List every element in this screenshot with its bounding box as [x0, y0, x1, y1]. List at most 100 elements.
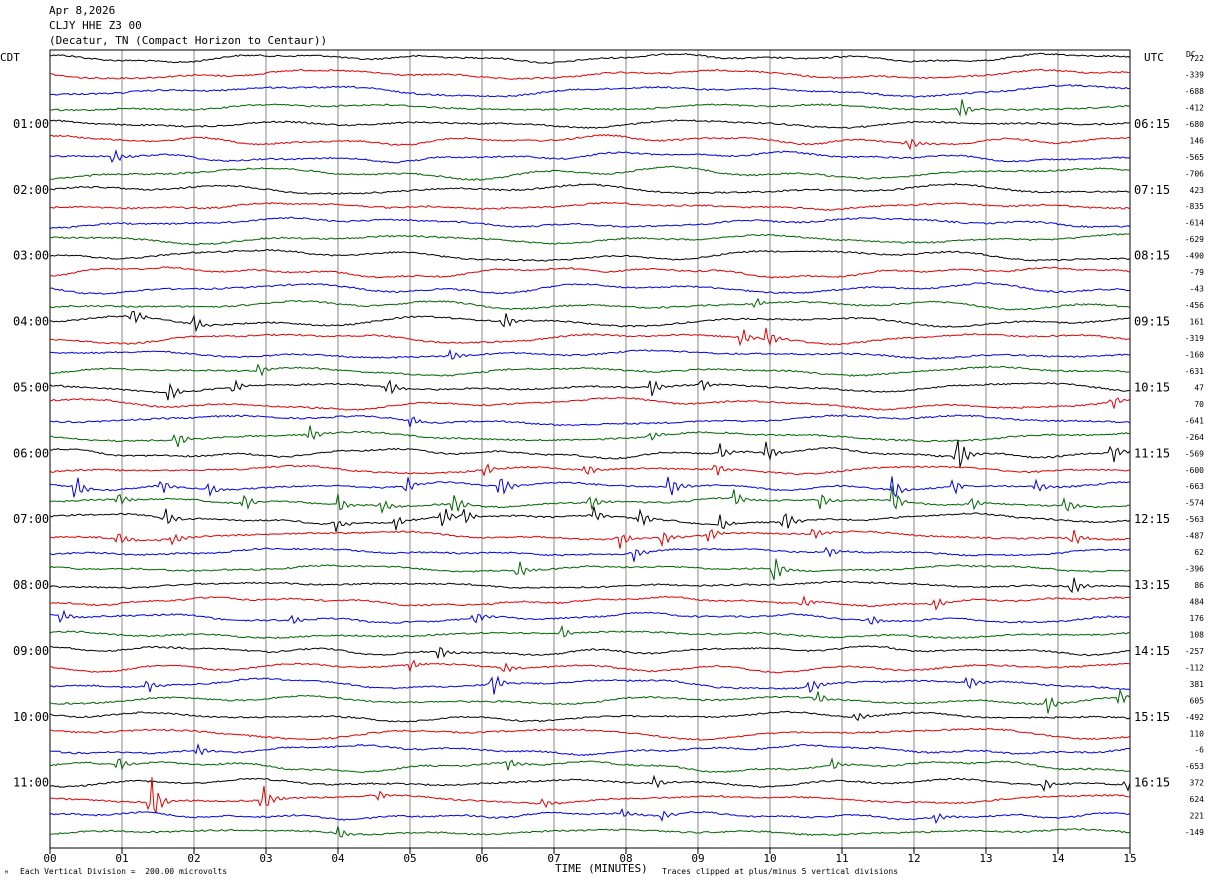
cdt-time-label: 05:00	[13, 380, 49, 394]
seismic-trace	[49, 506, 1131, 532]
x-tick-label: 01	[115, 852, 128, 865]
dc-offset-value: -149	[1185, 828, 1204, 837]
seismic-trace	[49, 710, 1131, 723]
dc-offset-value: 624	[1190, 795, 1205, 804]
dc-offset-value: -663	[1185, 482, 1204, 491]
x-tick-label: 12	[907, 852, 920, 865]
y-axis-right-label: UTC	[1144, 51, 1164, 64]
x-tick-label: 09	[691, 852, 704, 865]
seismic-trace	[49, 743, 1130, 756]
cdt-time-label: 01:00	[13, 117, 49, 131]
dc-offset-value: 221	[1190, 812, 1205, 821]
plot-frame	[49, 49, 1131, 849]
seismic-trace	[49, 327, 1131, 347]
dc-offset-value: 108	[1190, 630, 1205, 639]
dc-offset-value: 176	[1190, 614, 1205, 623]
dc-header-label: DC	[1186, 50, 1196, 59]
station-location: (Decatur, TN (Compact Horizon to Centaur…	[49, 34, 328, 47]
dc-offset-value: -565	[1185, 153, 1204, 162]
x-tick-label: 02	[187, 852, 200, 865]
seismic-trace	[49, 133, 1131, 151]
seismic-trace	[49, 266, 1131, 279]
dc-offset-value: -456	[1185, 301, 1204, 310]
seismic-trace	[49, 201, 1131, 211]
seismic-trace	[49, 216, 1131, 230]
seismic-trace	[49, 165, 1131, 181]
utc-time-label: 11:15	[1134, 446, 1170, 460]
dc-offset-value: -487	[1185, 532, 1204, 541]
seismic-trace	[49, 645, 1131, 659]
seismic-trace	[49, 148, 1131, 164]
dc-offset-value: -112	[1185, 663, 1204, 672]
seismic-trace	[49, 558, 1131, 581]
seismic-trace	[49, 310, 1131, 333]
dc-offset-value: -563	[1185, 515, 1204, 524]
seismic-trace	[49, 774, 1131, 793]
seismic-trace	[49, 528, 1131, 549]
seismic-trace	[49, 396, 1131, 411]
dc-offset-value: -412	[1185, 103, 1204, 112]
dc-offset-value: 62	[1194, 548, 1204, 557]
x-tick-label: 07	[547, 852, 560, 865]
dc-offset-value: 86	[1194, 581, 1204, 590]
dc-offset-value: -688	[1185, 87, 1204, 96]
x-tick-label: 15	[1123, 852, 1136, 865]
dc-offset-value: -6	[1194, 746, 1204, 755]
x-tick-label: 14	[1051, 852, 1065, 865]
dc-offset-value: -653	[1185, 762, 1204, 771]
seismic-trace	[49, 624, 1131, 640]
seismic-trace	[49, 52, 1131, 64]
x-tick-label: 05	[403, 852, 416, 865]
chart-date: Apr 8,2026	[49, 4, 116, 17]
seismic-trace	[49, 675, 1131, 695]
seismic-trace	[49, 248, 1131, 262]
utc-time-label: 12:15	[1134, 512, 1170, 526]
seismic-trace	[49, 182, 1130, 195]
dc-offset-value: -339	[1185, 70, 1204, 79]
seismic-trace	[49, 609, 1131, 625]
utc-time-label: 13:15	[1134, 578, 1170, 592]
seismic-trace	[49, 777, 1131, 815]
dc-offset-value: 423	[1190, 186, 1205, 195]
dc-offset-value: -629	[1185, 235, 1204, 244]
cdt-time-label: 04:00	[13, 315, 49, 329]
utc-time-label: 15:15	[1134, 710, 1170, 724]
utc-time-label: 08:15	[1134, 249, 1170, 263]
dc-offset-value: 372	[1190, 779, 1205, 788]
seismic-trace	[49, 363, 1131, 377]
seismic-trace	[49, 297, 1131, 311]
seismic-trace	[49, 348, 1131, 360]
dc-offset-value: -490	[1185, 252, 1204, 261]
seismic-trace	[49, 440, 1131, 468]
x-tick-label: 08	[619, 852, 632, 865]
seismic-trace	[49, 68, 1131, 80]
seismic-trace	[49, 425, 1131, 448]
seismic-trace	[49, 84, 1131, 98]
seismic-trace	[49, 414, 1131, 428]
dc-offset-value: 381	[1190, 680, 1205, 689]
seismic-trace	[49, 485, 1131, 515]
dc-offset-value: -641	[1185, 416, 1204, 425]
cdt-time-label: 03:00	[13, 249, 49, 263]
seismic-trace	[49, 546, 1131, 562]
x-tick-label: 10	[763, 852, 776, 865]
x-tick-label: 13	[979, 852, 992, 865]
dc-offset-value: -319	[1185, 334, 1204, 343]
y-axis-left-label: CDT	[0, 51, 20, 64]
seismic-trace	[49, 688, 1131, 714]
dc-offset-value: -600	[1185, 466, 1204, 475]
dc-offset-value: 146	[1190, 136, 1205, 145]
x-tick-label: 00	[43, 852, 56, 865]
dc-offset-value: 110	[1190, 729, 1205, 738]
seismic-trace	[49, 577, 1131, 594]
seismic-trace	[49, 281, 1131, 295]
utc-time-label: 06:15	[1134, 117, 1170, 131]
seismic-trace	[49, 807, 1131, 825]
dc-offset-value: 722	[1190, 54, 1205, 63]
seismic-trace	[49, 119, 1131, 129]
cdt-time-label: 06:00	[13, 446, 49, 460]
dc-offset-value: 484	[1190, 598, 1205, 607]
utc-time-label: 10:15	[1134, 380, 1170, 394]
cdt-time-label: 09:00	[13, 644, 49, 658]
dc-offset-value: -680	[1185, 120, 1204, 129]
